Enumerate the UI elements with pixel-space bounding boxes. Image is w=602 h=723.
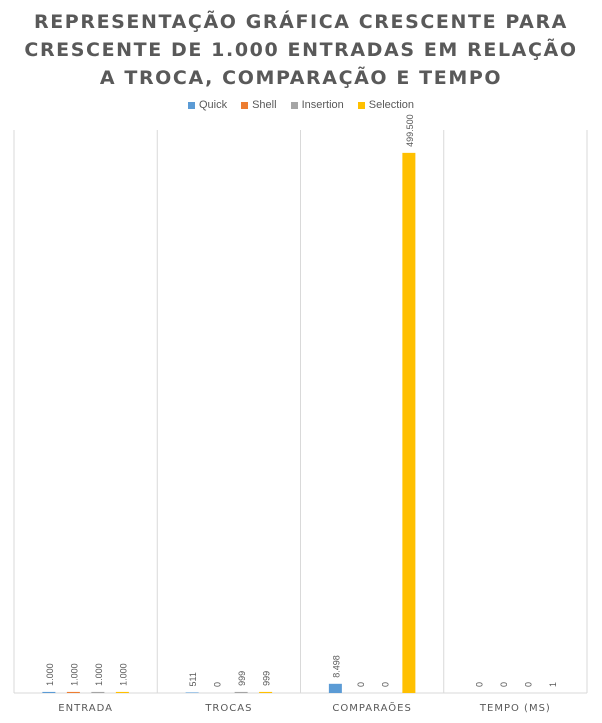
data-label-quick-1: 511 [188,672,198,686]
data-label-shell-1: 0 [213,682,223,687]
data-label-quick-2: 8.498 [331,655,341,678]
x-tick-label: ENTRADA [58,703,113,714]
data-label-selection-0: 1.000 [118,663,128,686]
x-tick-label: TROCAS [204,703,252,714]
data-label-insertion-0: 1.000 [94,663,104,686]
bar-insertion-0 [91,691,105,693]
legend-label-selection: Selection [368,99,415,111]
legend-swatch-insertion [290,101,298,109]
legend: Quick Shell Insertion Selection [0,99,602,111]
data-label-quick-3: 0 [475,682,485,687]
data-label-selection-3: 1 [548,682,558,687]
data-label-insertion-1: 999 [237,671,247,686]
data-label-shell-2: 0 [356,682,366,687]
data-label-shell-0: 1.000 [69,663,79,686]
legend-swatch-shell [241,101,249,109]
legend-swatch-selection [357,101,365,109]
bar-selection-2 [402,152,416,693]
bar-selection-1 [259,691,273,693]
legend-swatch-quick [187,101,195,109]
legend-label-insertion: Insertion [301,99,344,111]
legend-item-shell: Shell [241,99,277,111]
bar-insertion-1 [234,691,248,693]
data-label-selection-1: 999 [262,671,272,686]
x-tick-label: COMPARAÕES [332,701,411,714]
legend-item-quick: Quick [187,99,228,111]
legend-item-insertion: Insertion [290,99,344,111]
data-label-shell-3: 0 [499,682,509,687]
legend-label-shell: Shell [252,99,277,111]
bar-quick-1 [185,692,199,693]
x-tick-label: TEMPO (MS) [479,703,551,714]
bar-selection-0 [115,691,129,693]
bar-shell-0 [66,691,80,693]
bar-quick-0 [42,691,56,693]
data-label-insertion-2: 0 [380,682,390,687]
legend-item-selection: Selection [357,99,415,111]
data-label-quick-0: 1.000 [45,663,55,686]
bar-quick-2 [328,683,342,693]
chart-title: REPRESENTAÇÃO GRÁFICA CRESCENTE PARA CRE… [24,11,578,89]
data-label-insertion-3: 0 [524,682,534,687]
data-label-selection-2: 499.500 [405,114,415,147]
legend-label-quick: Quick [198,99,228,111]
